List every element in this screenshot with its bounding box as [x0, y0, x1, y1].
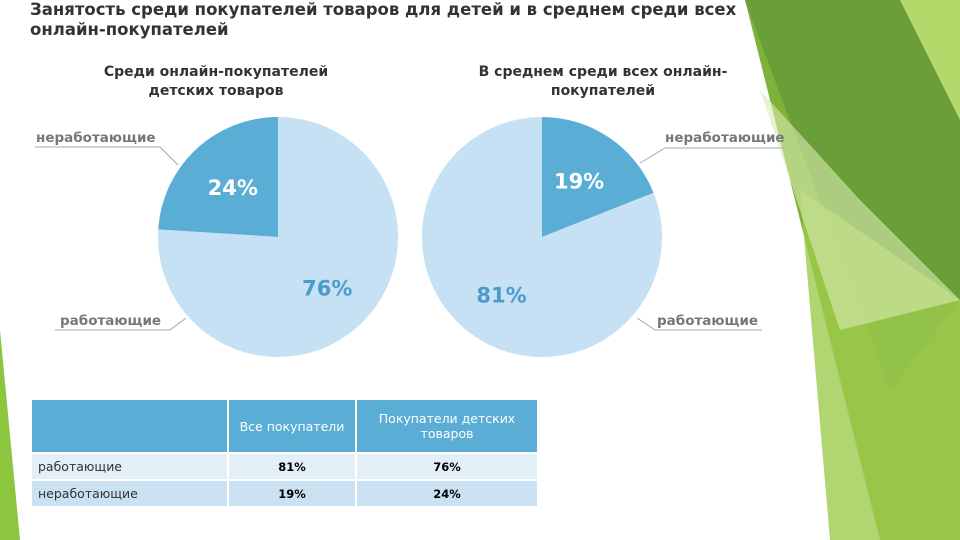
table-cell: неработающие: [32, 479, 228, 506]
value-label: 19%: [554, 169, 604, 193]
value-label: 76%: [302, 276, 352, 300]
table-cell: 19%: [227, 479, 356, 506]
table-cell: работающие: [32, 452, 228, 480]
data-table: Все покупатели Покупатели детских товаро…: [32, 400, 537, 506]
table-header: Покупатели детских товаров: [355, 400, 537, 453]
value-label: 81%: [476, 284, 526, 308]
green-shape: [760, 90, 960, 330]
pie-slice: [158, 117, 278, 237]
category-label: работающие: [657, 313, 758, 329]
pie-title: В среднем среди всех онлайн-покупателей: [478, 64, 728, 99]
category-label: неработающие: [36, 130, 156, 146]
category-label: неработающие: [665, 130, 785, 146]
pie-slice: [422, 117, 662, 358]
leader-line: [636, 317, 762, 331]
table-corner: [32, 400, 228, 453]
slide-title: Занятость среди покупателей товаров для …: [30, 0, 737, 39]
leader-line: [35, 146, 179, 166]
leader-line: [55, 317, 187, 331]
green-shape: [0, 330, 20, 540]
table-header: Все покупатели: [227, 400, 356, 453]
green-shape: [900, 0, 960, 120]
pie-slice: [158, 117, 398, 357]
table-cell: 81%: [227, 452, 356, 480]
table-cell: 76%: [355, 452, 537, 480]
pie-title: Среди онлайн-покупателей детских товаров: [103, 64, 329, 99]
category-label: работающие: [60, 313, 161, 329]
pie-slice: [542, 117, 654, 237]
table-cell: 24%: [355, 479, 537, 506]
value-label: 24%: [208, 176, 258, 200]
leader-line: [639, 147, 666, 164]
